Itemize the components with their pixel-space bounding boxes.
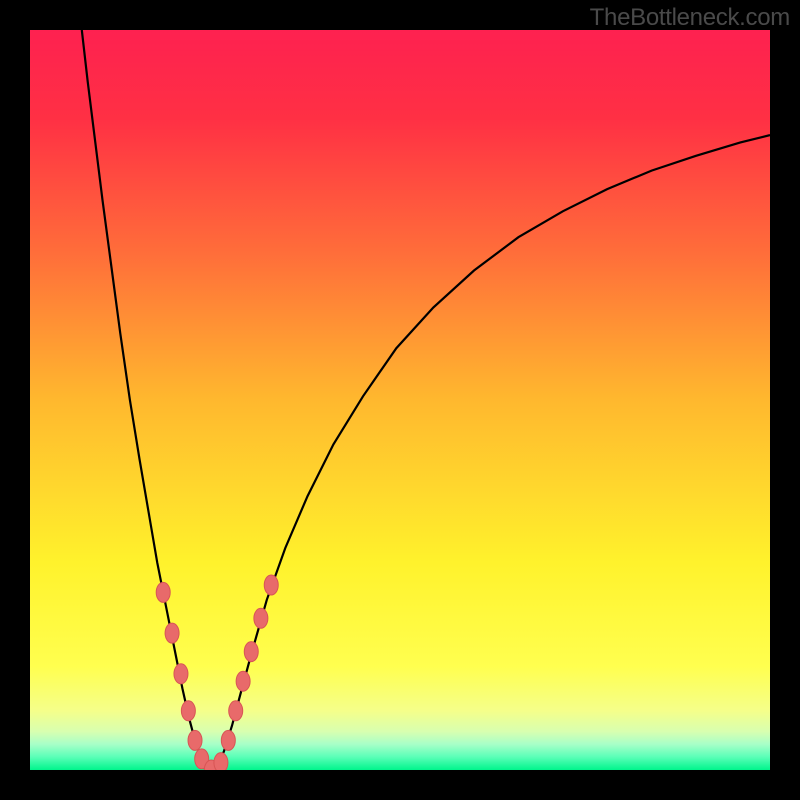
watermark-text: TheBottleneck.com xyxy=(590,4,790,32)
data-marker xyxy=(221,730,235,750)
data-marker xyxy=(264,575,278,595)
data-marker xyxy=(254,608,268,628)
bottleneck-chart xyxy=(0,0,800,800)
data-marker xyxy=(181,701,195,721)
data-marker xyxy=(174,664,188,684)
data-marker xyxy=(165,623,179,643)
plot-background xyxy=(30,30,770,770)
data-marker xyxy=(188,730,202,750)
data-marker xyxy=(156,582,170,602)
data-marker xyxy=(229,701,243,721)
data-marker xyxy=(236,671,250,691)
data-marker xyxy=(244,642,258,662)
data-marker xyxy=(214,753,228,773)
chart-container: TheBottleneck.com xyxy=(0,0,800,800)
